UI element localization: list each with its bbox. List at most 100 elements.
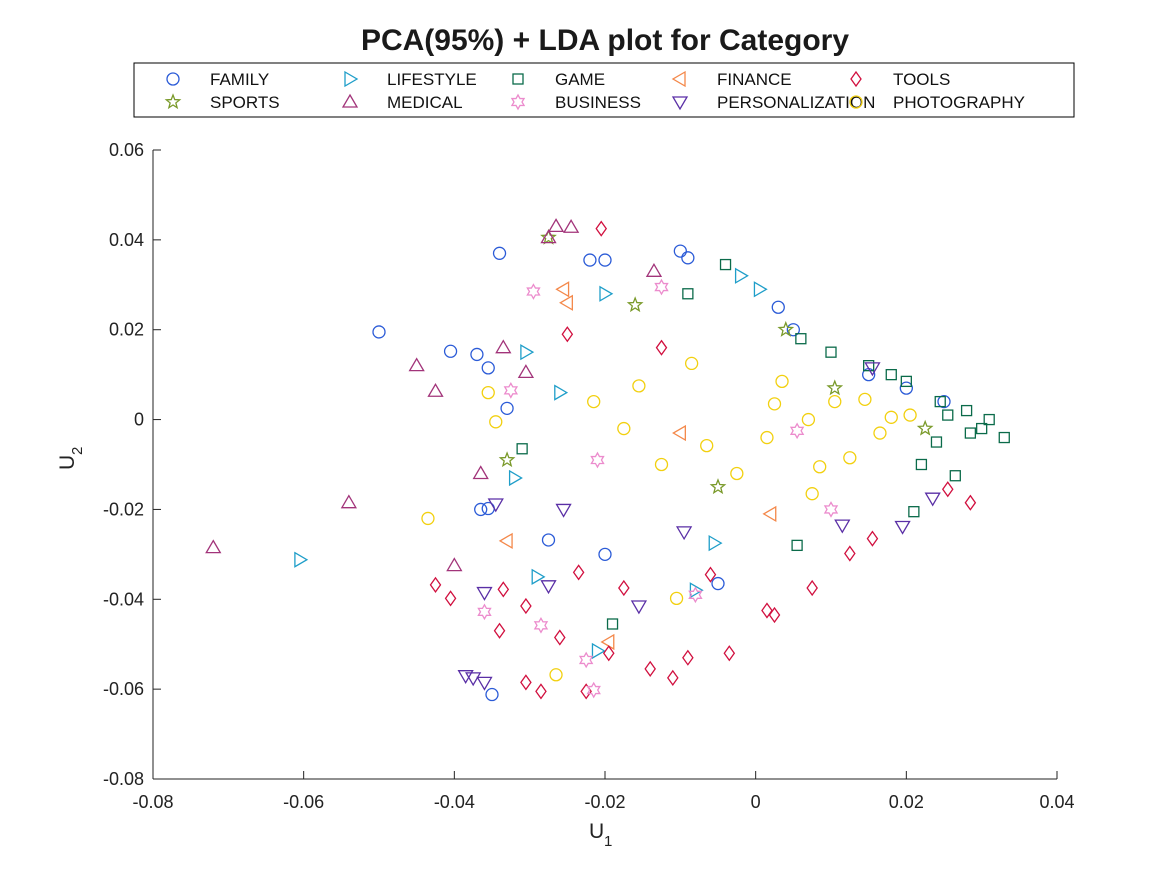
point-tools	[964, 494, 977, 511]
point-family	[598, 547, 612, 562]
point-photography	[805, 487, 819, 501]
point-lifestyle	[520, 344, 535, 361]
point-family	[443, 344, 458, 358]
point-photography	[730, 466, 744, 481]
x-axis-label-subscript: 1	[604, 833, 612, 850]
point-medical	[472, 465, 489, 480]
legend-box	[133, 62, 1075, 118]
legend-marker-lifestyle	[344, 70, 359, 88]
point-photography	[669, 591, 684, 606]
point-medical	[340, 494, 357, 509]
point-family	[899, 381, 913, 395]
point-sports	[709, 478, 727, 495]
point-photography	[858, 392, 872, 407]
point-tools	[561, 326, 574, 343]
point-lifestyle	[554, 384, 569, 401]
point-family	[541, 533, 556, 547]
legend: FAMILY LIFESTYLE GAME FINANCE TOOLS SPORTS MED…	[133, 62, 1075, 118]
point-personalization	[476, 676, 493, 691]
point-business	[823, 501, 839, 518]
point-tools	[520, 597, 532, 615]
point-tools	[723, 645, 736, 662]
point-game	[934, 395, 946, 408]
series-game	[516, 258, 1010, 630]
data-points	[205, 218, 1010, 702]
point-lifestyle	[689, 582, 704, 599]
point-tools	[444, 590, 457, 607]
legend-item-tools: TOOLS	[850, 70, 950, 89]
x-tick-label: -0.08	[132, 792, 173, 812]
series-medical	[205, 218, 663, 572]
legend-marker-tools	[850, 70, 862, 88]
point-game	[863, 360, 875, 372]
point-tools	[941, 481, 954, 498]
point-personalization	[675, 526, 693, 541]
point-medical	[517, 364, 535, 379]
point-personalization	[894, 520, 911, 535]
point-family	[681, 251, 695, 265]
x-tick-label: -0.02	[584, 792, 625, 812]
legend-marker-family	[166, 72, 180, 86]
point-tools	[682, 649, 694, 666]
point-medical	[547, 218, 565, 233]
series-photography	[421, 356, 917, 682]
x-axis-label: U 1	[589, 820, 612, 850]
point-game	[976, 422, 988, 435]
point-family	[474, 502, 488, 517]
point-medical	[562, 218, 580, 233]
y-tick-label: -0.08	[103, 769, 144, 789]
point-medical	[446, 557, 463, 572]
point-business	[654, 278, 669, 296]
point-tools	[704, 566, 717, 583]
point-photography	[700, 438, 714, 453]
point-business	[789, 422, 805, 440]
legend-label: MEDICAL	[387, 93, 463, 112]
point-family	[598, 253, 612, 267]
point-personalization	[630, 600, 648, 615]
point-tools	[761, 602, 773, 619]
point-tools	[429, 576, 442, 594]
point-medical	[495, 339, 512, 354]
x-tick-label: 0.04	[1039, 792, 1074, 812]
point-medical	[205, 539, 222, 554]
point-business	[526, 283, 541, 300]
x-ticks: -0.08 -0.06 -0.04 -0.02 0 0.02 0.04	[132, 771, 1075, 812]
legend-label: PHOTOGRAPHY	[893, 93, 1025, 112]
point-tools	[844, 545, 856, 562]
series-finance	[498, 281, 777, 651]
legend-label: FINANCE	[717, 70, 792, 89]
legend-marker-photography	[849, 95, 863, 109]
point-tools	[667, 669, 679, 687]
point-personalization	[476, 586, 493, 601]
point-tools	[497, 581, 510, 598]
point-tools	[554, 629, 566, 646]
point-lifestyle	[753, 281, 768, 298]
point-game	[964, 427, 977, 439]
point-game	[719, 258, 732, 271]
point-game	[983, 413, 995, 426]
point-business	[477, 603, 492, 621]
point-game	[942, 409, 954, 421]
point-tools	[602, 645, 615, 662]
point-tools	[493, 622, 506, 639]
point-personalization	[465, 672, 482, 687]
point-lifestyle	[531, 568, 546, 585]
series-business	[477, 278, 839, 699]
point-photography	[828, 394, 842, 409]
legend-item-photography: PHOTOGRAPHY	[849, 93, 1025, 112]
point-business	[590, 451, 605, 469]
point-family	[485, 687, 499, 702]
point-finance	[559, 294, 573, 311]
point-game	[795, 333, 807, 345]
y-tick-label: 0.06	[109, 140, 144, 160]
y-ticks: -0.08 -0.06 -0.04 -0.02 0 0.02 0.04 0.06	[103, 140, 161, 789]
point-family	[673, 244, 687, 258]
legend-item-family: FAMILY	[166, 70, 269, 89]
legend-item-lifestyle: LIFESTYLE	[344, 70, 477, 89]
point-game	[949, 470, 961, 482]
point-game	[682, 288, 694, 300]
point-lifestyle	[508, 469, 523, 487]
legend-marker-game	[512, 73, 524, 85]
point-tools	[520, 674, 532, 691]
